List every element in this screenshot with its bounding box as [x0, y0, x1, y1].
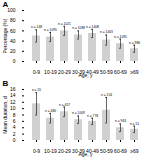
svg-text:Mean duration, d: Mean duration, d: [2, 96, 8, 134]
svg-text:≥69: ≥69: [130, 69, 139, 75]
svg-text:80: 80: [10, 17, 16, 23]
svg-text:n = 480: n = 480: [45, 109, 56, 113]
svg-text:n = 55: n = 55: [32, 88, 41, 92]
svg-text:16: 16: [10, 86, 16, 92]
svg-text:n = 778: n = 778: [87, 114, 98, 118]
svg-text:n = 1188: n = 1188: [72, 26, 85, 30]
svg-text:40: 40: [10, 38, 16, 44]
svg-text:60-69: 60-69: [114, 148, 127, 154]
svg-text:4: 4: [13, 124, 16, 130]
svg-text:60: 60: [10, 28, 16, 34]
svg-text:A: A: [3, 0, 9, 9]
svg-text:Percentage (%): Percentage (%): [2, 18, 8, 53]
svg-text:n = 1021: n = 1021: [58, 22, 71, 26]
svg-text:12: 12: [10, 99, 16, 105]
svg-text:n = 1095: n = 1095: [44, 28, 57, 32]
svg-text:0: 0: [13, 137, 16, 143]
svg-text:20-29: 20-29: [58, 69, 71, 75]
svg-text:60-69: 60-69: [114, 69, 127, 75]
svg-text:n = 1095: n = 1095: [114, 35, 127, 39]
svg-text:n = 986: n = 986: [129, 41, 140, 45]
svg-text:50-59: 50-59: [100, 69, 113, 75]
svg-text:6: 6: [13, 118, 16, 124]
svg-text:n = 148: n = 148: [31, 25, 42, 29]
svg-text:2: 2: [13, 131, 16, 137]
svg-text:n = 943: n = 943: [115, 119, 126, 123]
svg-text:n = 1403: n = 1403: [100, 30, 113, 34]
svg-text:n = 457: n = 457: [59, 103, 70, 107]
svg-text:50-59: 50-59: [100, 148, 113, 154]
svg-text:14: 14: [10, 92, 16, 98]
svg-text:B: B: [3, 79, 9, 88]
svg-text:n = 1408: n = 1408: [86, 25, 99, 29]
svg-text:n = 1009: n = 1009: [72, 111, 85, 115]
svg-text:20-29: 20-29: [58, 148, 71, 154]
svg-text:10-19: 10-19: [44, 69, 57, 75]
svg-text:≥69: ≥69: [130, 148, 139, 154]
svg-text:0-9: 0-9: [33, 148, 40, 154]
svg-text:0-9: 0-9: [33, 69, 40, 75]
svg-text:8: 8: [13, 112, 16, 118]
svg-text:n = 154: n = 154: [101, 93, 112, 97]
svg-text:100: 100: [7, 7, 16, 13]
svg-text:10: 10: [10, 105, 16, 111]
svg-text:0: 0: [13, 58, 16, 64]
svg-text:Age, y: Age, y: [78, 72, 93, 78]
svg-text:10-19: 10-19: [44, 148, 57, 154]
svg-text:n = 51: n = 51: [130, 122, 139, 126]
svg-text:20: 20: [10, 48, 16, 54]
svg-text:Age, y: Age, y: [78, 151, 93, 157]
